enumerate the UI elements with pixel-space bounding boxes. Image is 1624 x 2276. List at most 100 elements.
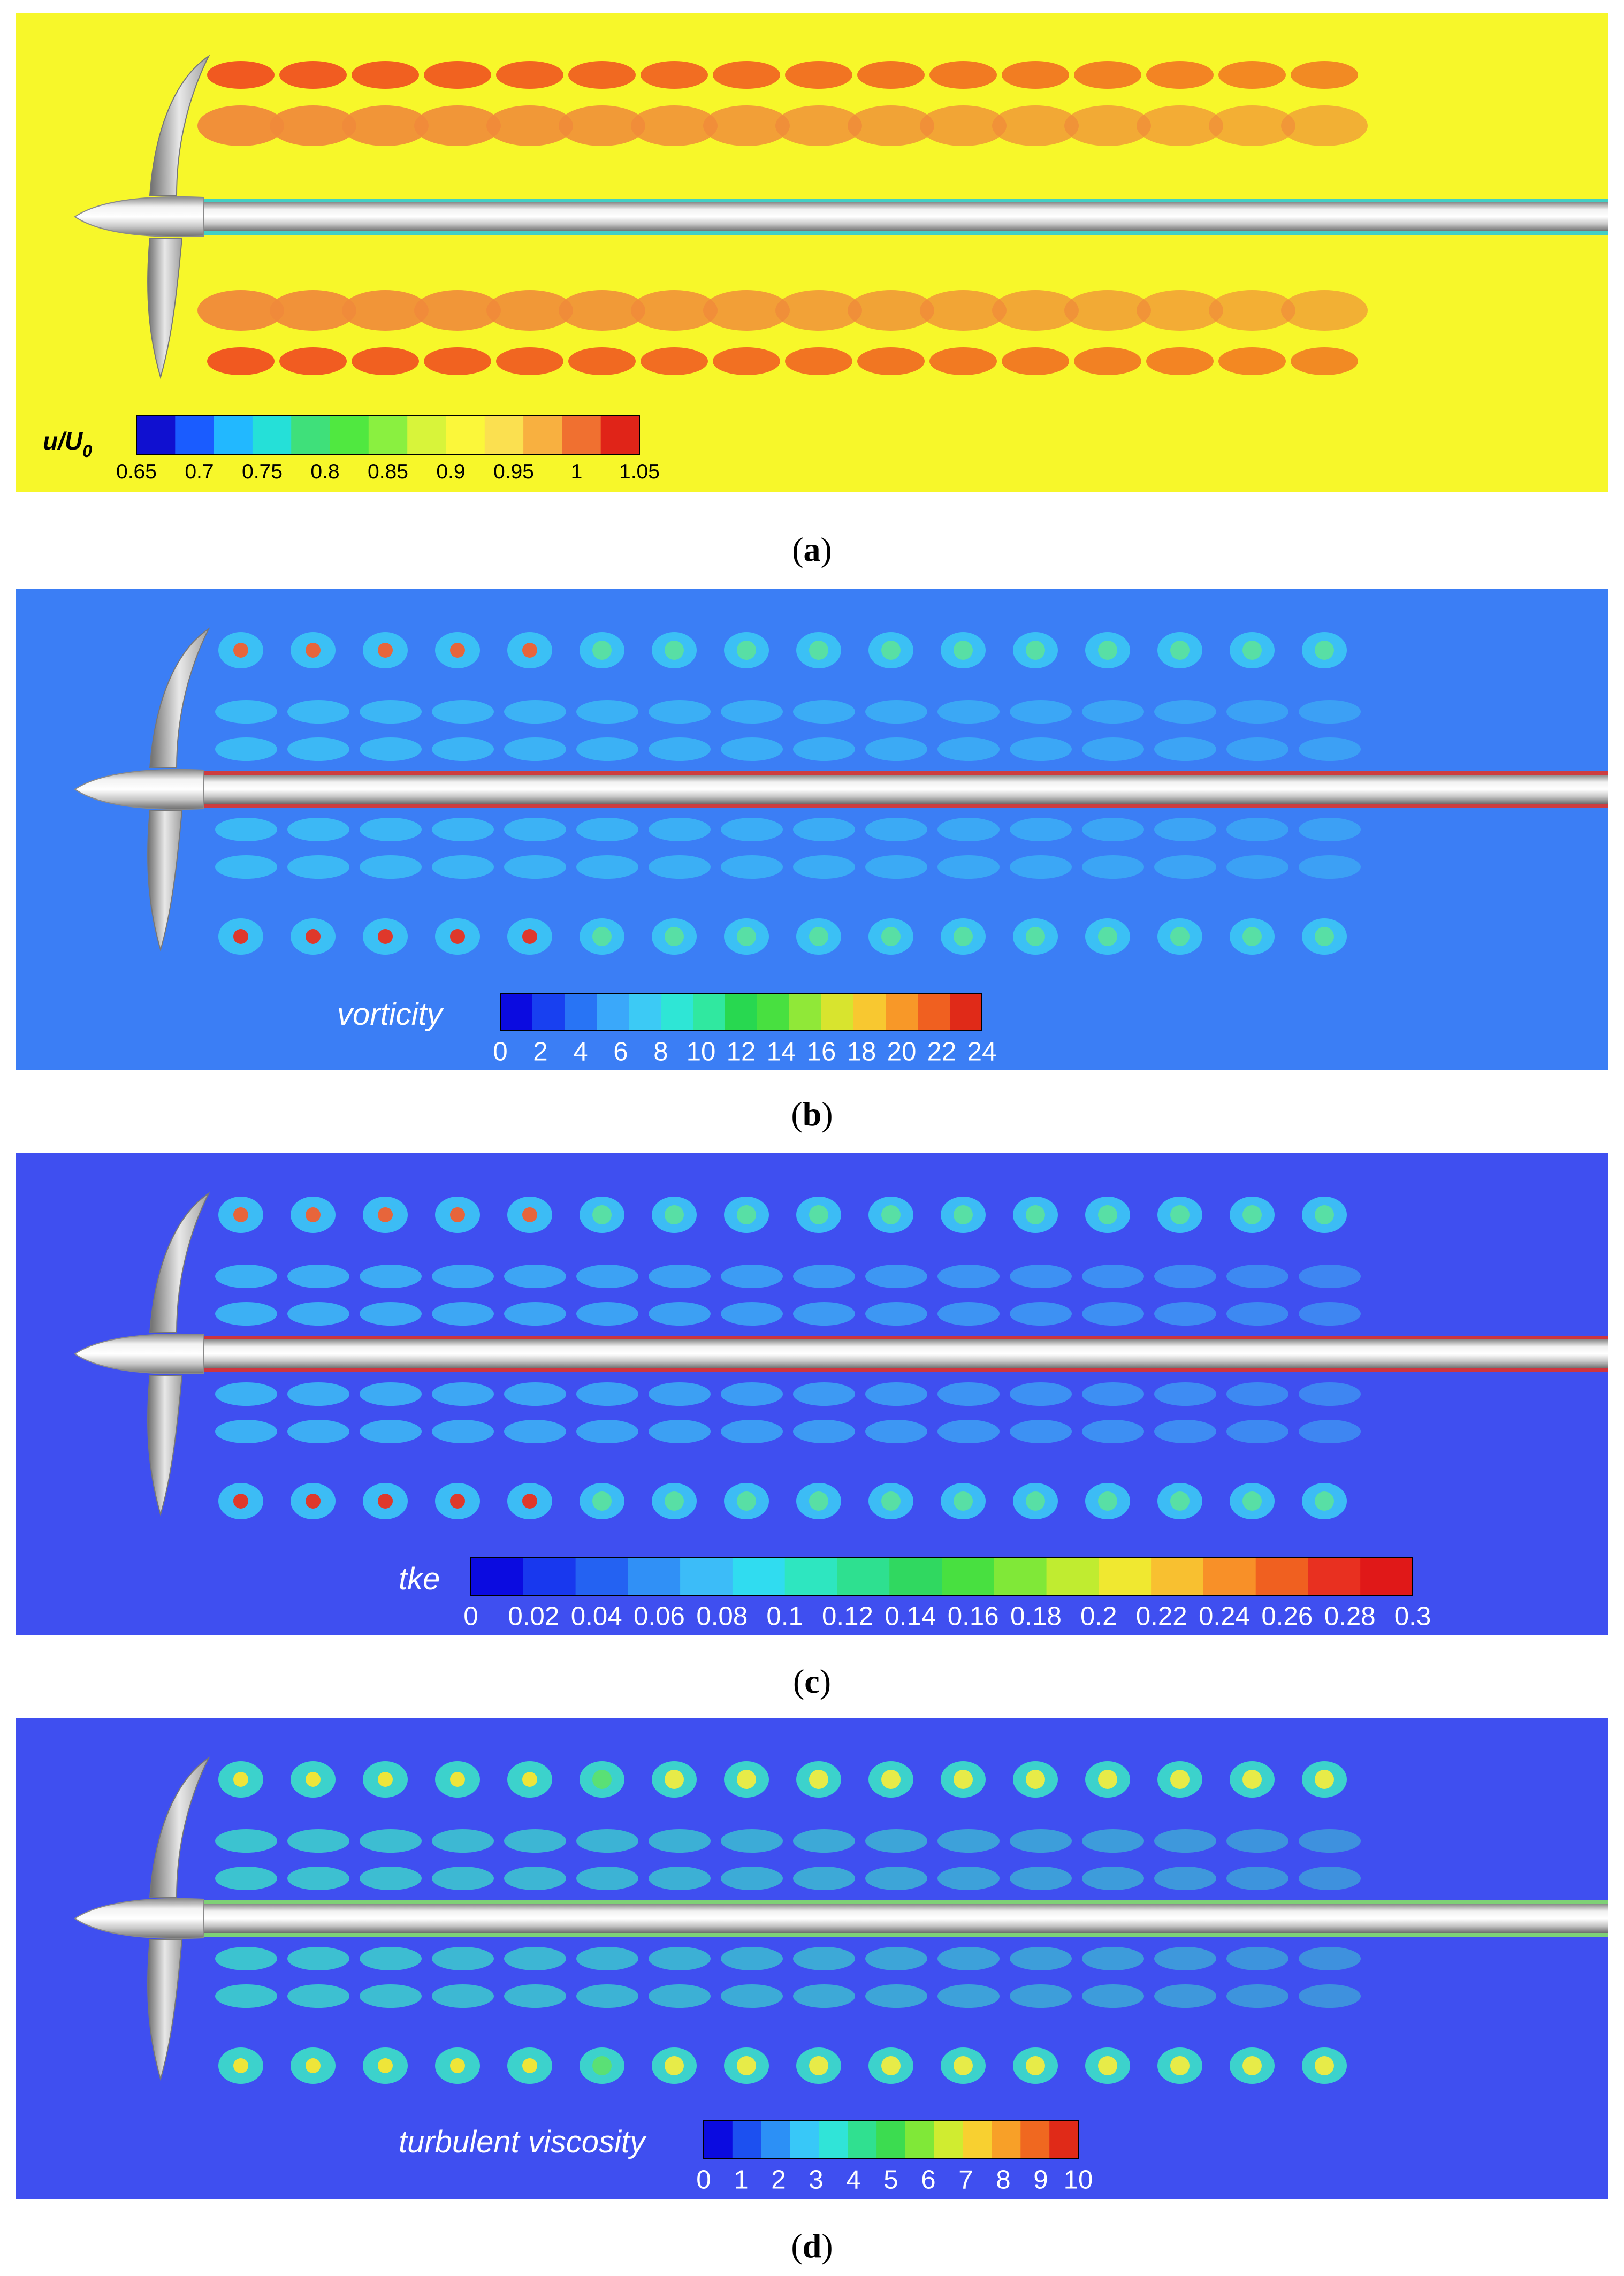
propeller-blade-lower (147, 1375, 183, 1517)
colorbar-tick-label: 12 (727, 1037, 756, 1066)
colorbar-tick-label: 0.26 (1261, 1601, 1313, 1631)
colorbar-tick-label: 0.06 (634, 1601, 685, 1631)
colorbar-swatch (819, 2120, 848, 2159)
colorbar-swatch (790, 2120, 819, 2159)
colorbar-title: turbulent viscosity (399, 2125, 647, 2159)
colorbar-tick-label: 0.3 (1394, 1601, 1431, 1631)
colorbar-tick-label: 9 (1033, 2165, 1048, 2194)
colorbar-tick-label: 0.8 (310, 460, 339, 483)
colorbar-swatch (523, 416, 562, 454)
colorbar-swatch (628, 1558, 681, 1595)
colorbar: 0 2 4 6 8 10 12 14 16 18 20 22 24 (493, 993, 996, 1066)
colorbar-tick-label: 0 (696, 2165, 711, 2194)
colorbar-tick-label: 0.16 (948, 1601, 999, 1631)
colorbar-swatch (918, 993, 950, 1031)
colorbar-tick-label: 8 (653, 1037, 668, 1066)
colorbar-tick-label: 1 (734, 2165, 748, 2194)
caption-c: (c) (792, 1662, 832, 1700)
colorbar-tick-label: 4 (573, 1037, 588, 1066)
colorbar-swatch (214, 416, 253, 454)
colorbar-swatch (821, 993, 854, 1031)
caption-b: (b) (791, 1095, 833, 1133)
colorbar-tick-label: 20 (887, 1037, 917, 1066)
colorbar: 0.65 0.7 0.75 0.8 0.85 0.9 0.95 1 1.05 (116, 415, 660, 483)
colorbar-tick-label: 0.14 (885, 1601, 936, 1631)
colorbar-tick-label: 14 (767, 1037, 796, 1066)
colorbar-tick-label: 7 (958, 2165, 973, 2194)
colorbar-swatch (853, 993, 886, 1031)
colorbar-tick-label: 0.65 (116, 460, 157, 483)
colorbar-swatch (575, 1558, 628, 1595)
colorbar-tick-label: 6 (613, 1037, 628, 1066)
colorbar-tick-label: 0.02 (508, 1601, 559, 1631)
colorbar-swatch (963, 2120, 992, 2159)
colorbar-frame (470, 1557, 1413, 1596)
colorbar-swatch (597, 993, 629, 1031)
colorbar-swatch (693, 993, 726, 1031)
colorbar: 0 1 2 3 4 5 6 7 8 9 10 (696, 2120, 1093, 2194)
colorbar-tick-label: 0.24 (1199, 1601, 1250, 1631)
propeller-hub (74, 768, 204, 810)
propeller-hub (74, 1898, 204, 1939)
wake-vortices (197, 61, 1368, 375)
colorbar-swatch (1308, 1558, 1361, 1595)
colorbar-tick-label: 5 (883, 2165, 898, 2194)
colorbar-swatch (848, 2120, 877, 2159)
colorbar-tick-label: 2 (771, 2165, 786, 2194)
colorbar-swatch (789, 993, 822, 1031)
colorbar-swatch (500, 993, 533, 1031)
colorbar-tick-label: 2 (533, 1037, 547, 1066)
colorbar-swatch (934, 2120, 964, 2159)
colorbar-swatch (291, 416, 331, 454)
colorbar-swatch (1046, 1558, 1099, 1595)
propeller-blade-upper (149, 1192, 210, 1333)
shaft (198, 1339, 1608, 1368)
colorbar-swatch (732, 2120, 762, 2159)
colorbar-tick-label: 0.04 (571, 1601, 622, 1631)
colorbar-tick-label: 0.12 (822, 1601, 873, 1631)
panel-a: 0.65 0.7 0.75 0.8 0.85 0.9 0.95 1 1.05 u/U0 (16, 13, 1608, 492)
wake-vortices (215, 1761, 1361, 2084)
colorbar-swatch (1049, 2120, 1079, 2159)
colorbar-swatch (136, 416, 176, 454)
colorbar-tick-label: 0.2 (1080, 1601, 1117, 1631)
colorbar-swatch (950, 993, 982, 1031)
colorbar-swatch (1360, 1558, 1413, 1595)
colorbar-swatch (629, 993, 661, 1031)
colorbar-swatch (732, 1558, 786, 1595)
propeller-blade-upper (149, 55, 210, 196)
colorbar-swatch (532, 993, 565, 1031)
colorbar-tick-label: 24 (967, 1037, 997, 1066)
colorbar-swatch (725, 993, 758, 1031)
colorbar-swatch (784, 1558, 838, 1595)
colorbar-swatch (562, 416, 601, 454)
colorbar-tick-label: 0 (463, 1601, 478, 1631)
colorbar-swatch (407, 416, 447, 454)
colorbar-tick-label: 0.9 (436, 460, 465, 483)
shaft (198, 1904, 1608, 1933)
colorbar-tick-label: 8 (996, 2165, 1010, 2194)
colorbar-swatch (1255, 1558, 1309, 1595)
panel-c: 0 0.02 0.04 0.06 0.08 0.1 0.12 0.14 0.16 0.18 0.2 0… (16, 1153, 1608, 1635)
colorbar-swatch (942, 1558, 995, 1595)
colorbar-tick-label: 10 (687, 1037, 716, 1066)
colorbar-title: vorticity (337, 997, 444, 1032)
colorbar-tick-label: 0.22 (1136, 1601, 1187, 1631)
shaft (198, 202, 1608, 231)
colorbar-tick-label: 22 (927, 1037, 957, 1066)
wake-vortices (215, 632, 1361, 955)
propeller-blade-upper (149, 627, 210, 768)
colorbar-tick-label: 18 (847, 1037, 876, 1066)
colorbar-tick-label: 0.28 (1324, 1601, 1376, 1631)
panel-d: 0 1 2 3 4 5 6 7 8 9 10 turbulent viscosity (16, 1718, 1608, 2199)
colorbar-tick-label: 0.95 (493, 460, 534, 483)
shaft (198, 775, 1608, 804)
colorbar-swatch (446, 416, 485, 454)
colorbar-swatch (704, 2120, 733, 2159)
contour-plot-turbulent-viscosity: 0 1 2 3 4 5 6 7 8 9 10 turbulent viscosity (16, 1718, 1608, 2199)
colorbar-swatch (761, 2120, 791, 2159)
colorbar-swatch (886, 993, 918, 1031)
colorbar-tick-label: 0.85 (368, 460, 408, 483)
colorbar-swatch (1020, 2120, 1050, 2159)
colorbar-swatch (484, 416, 524, 454)
